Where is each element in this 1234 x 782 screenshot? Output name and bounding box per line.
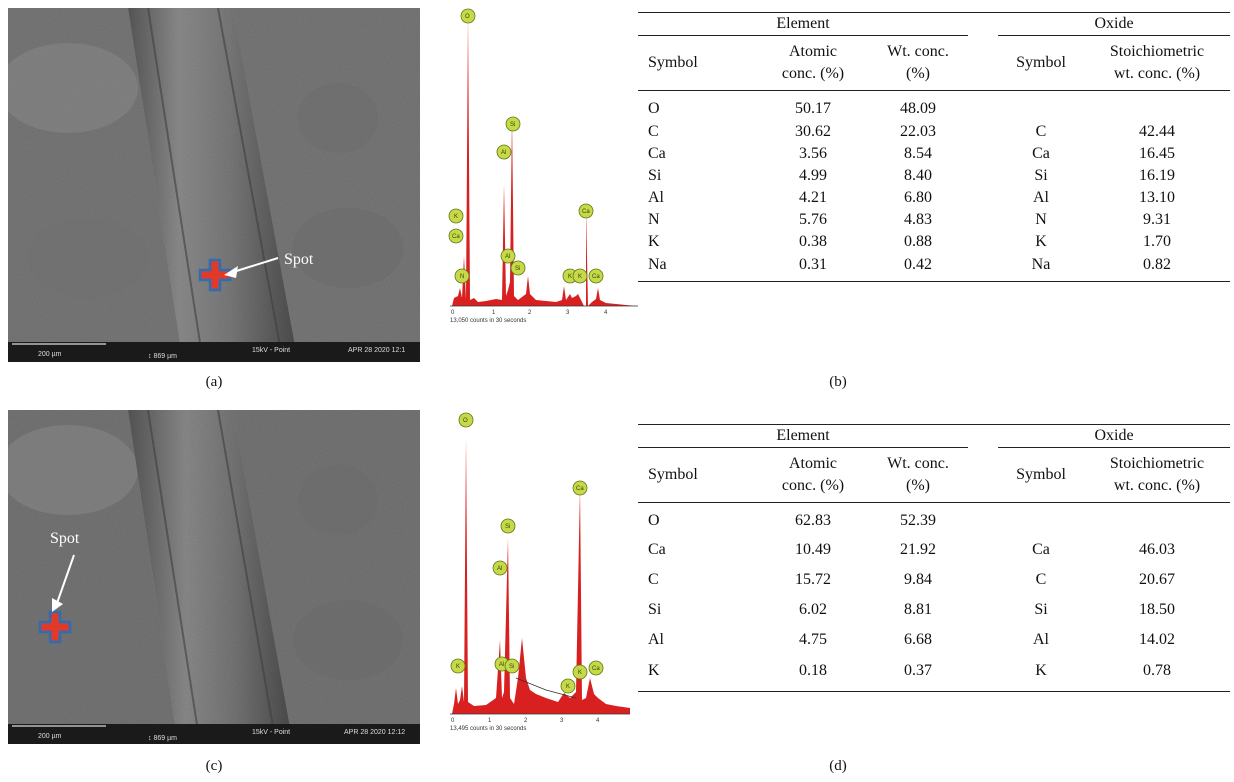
table-row: K 0.38 0.88 K 1.70 [648, 233, 1171, 250]
header-symbol-oxide: Symbol [998, 35, 1084, 91]
svg-text:K: K [578, 274, 582, 280]
panel-label-c: (c) [205, 758, 223, 774]
panel-label-a: (a) [205, 374, 223, 390]
group-element: Element [638, 424, 968, 448]
table-row: Ca 3.56 8.54 Ca 16.45 [648, 145, 1175, 162]
svg-text:3: 3 [566, 310, 570, 316]
table-row: O 62.83 52.39 [648, 512, 936, 529]
svg-text:Ca: Ca [592, 274, 600, 280]
svg-text:2: 2 [524, 718, 528, 724]
table-row: Al 4.21 6.80 Al 13.10 [648, 189, 1175, 206]
header-wt: Wt. conc. (%) [868, 447, 968, 503]
svg-text:Si: Si [510, 122, 515, 128]
svg-text:1: 1 [488, 718, 492, 724]
header-wt: Wt. conc. (%) [868, 35, 968, 91]
group-element: Element [638, 12, 968, 36]
svg-text:Ca: Ca [592, 666, 600, 672]
scalebar-label-c: 200 µm [38, 733, 62, 740]
group-oxide: Oxide [998, 12, 1230, 36]
svg-text:Si: Si [505, 524, 510, 530]
composition-table-d: Element Oxide Symbol Atomic conc. (%) Wt.… [638, 424, 1230, 692]
svg-text:O: O [463, 418, 468, 424]
svg-text:Al: Al [505, 254, 510, 260]
svg-text:2: 2 [528, 310, 532, 316]
svg-text:Si: Si [509, 664, 514, 670]
eds-spectrum-d: 0 1 2 3 4 13,495 counts in 30 seconds O … [446, 408, 630, 764]
field-width-a: ↕ 869 µm [148, 353, 177, 360]
svg-text:4: 4 [596, 718, 600, 724]
beam-info-c: 15kV - Point [252, 729, 290, 736]
date-info-c: APR 28 2020 12:12 [344, 729, 405, 736]
svg-text:Ca: Ca [582, 209, 590, 215]
group-oxide: Oxide [998, 424, 1230, 448]
header-stoich: Stoichiometric wt. conc. (%) [1084, 447, 1230, 503]
svg-text:K: K [578, 670, 582, 676]
table-row: Si 4.99 8.40 Si 16.19 [648, 167, 1175, 184]
sem-image-c: Spot 200 µm ↕ 869 µm 15kV - Point APR 28… [8, 410, 420, 744]
table-row: O 50.17 48.09 [648, 100, 936, 117]
svg-text:Al: Al [501, 150, 506, 156]
table-row: Al 4.75 6.68 Al 14.02 [648, 631, 1175, 648]
table-row: C 15.72 9.84 C 20.67 [648, 571, 1175, 588]
table-row: C 30.62 22.03 C 42.44 [648, 123, 1175, 140]
scalebar-label-a: 200 µm [38, 351, 62, 358]
rows-d: O 62.83 52.39 Ca 10.49 21.92 Ca 46.03 C 15.72 9.… [638, 503, 1230, 692]
header-atomic: Atomic conc. (%) [758, 35, 868, 91]
rows-b: O 50.17 48.09 C 30.62 22.03 C 42.44 Ca 3.56 8.54… [638, 91, 1230, 282]
svg-text:N: N [460, 274, 464, 280]
svg-text:0: 0 [451, 310, 455, 316]
table-row: Si 6.02 8.81 Si 18.50 [648, 601, 1175, 618]
spectrum-caption-b: 13,050 counts in 30 seconds [450, 318, 526, 324]
svg-text:K: K [456, 664, 460, 670]
svg-text:Ca: Ca [576, 486, 584, 492]
table-row: Na 0.31 0.42 Na 0.82 [638, 253, 1230, 282]
svg-text:1: 1 [492, 310, 496, 316]
spot-label-c: Spot [50, 530, 80, 547]
svg-text:Al: Al [497, 566, 502, 572]
date-info-a: APR 28 2020 12:1 [348, 347, 405, 354]
spot-marker-c [38, 610, 72, 644]
header-atomic: Atomic conc. (%) [758, 447, 868, 503]
svg-text:Si: Si [515, 266, 520, 272]
spectrum-caption-d: 13,495 counts in 30 seconds [450, 726, 526, 732]
svg-text:3: 3 [560, 718, 564, 724]
header-symbol: Symbol [638, 35, 758, 91]
header-symbol-oxide: Symbol [998, 447, 1084, 503]
spot-marker-a [198, 258, 232, 292]
sem-image-a: Spot 200 µm ↕ 869 µm 15kV - Point APR 28… [8, 8, 420, 362]
svg-text:K: K [454, 214, 458, 220]
eds-spectrum-b: 0 1 2 3 4 13,050 counts in 30 seconds O … [446, 6, 638, 346]
table-row: K 0.18 0.37 K 0.78 [638, 655, 1230, 692]
table-row: N 5.76 4.83 N 9.31 [648, 211, 1171, 228]
composition-table-b: Element Oxide Symbol Atomic conc. (%) Wt.… [638, 12, 1230, 282]
header-stoich: Stoichiometric wt. conc. (%) [1084, 35, 1230, 91]
beam-info-a: 15kV - Point [252, 347, 290, 354]
header-symbol: Symbol [638, 447, 758, 503]
table-row: Ca 10.49 21.92 Ca 46.03 [648, 541, 1175, 558]
svg-text:Al: Al [499, 662, 504, 668]
svg-text:K: K [568, 274, 572, 280]
svg-text:0: 0 [451, 718, 455, 724]
svg-text:Ca: Ca [452, 234, 460, 240]
field-width-c: ↕ 869 µm [148, 735, 177, 742]
panel-label-d: (d) [829, 758, 847, 774]
svg-text:4: 4 [604, 310, 608, 316]
spot-label-a: Spot [284, 251, 314, 268]
panel-label-b: (b) [829, 374, 847, 390]
svg-text:O: O [465, 14, 470, 20]
svg-text:K: K [566, 684, 570, 690]
